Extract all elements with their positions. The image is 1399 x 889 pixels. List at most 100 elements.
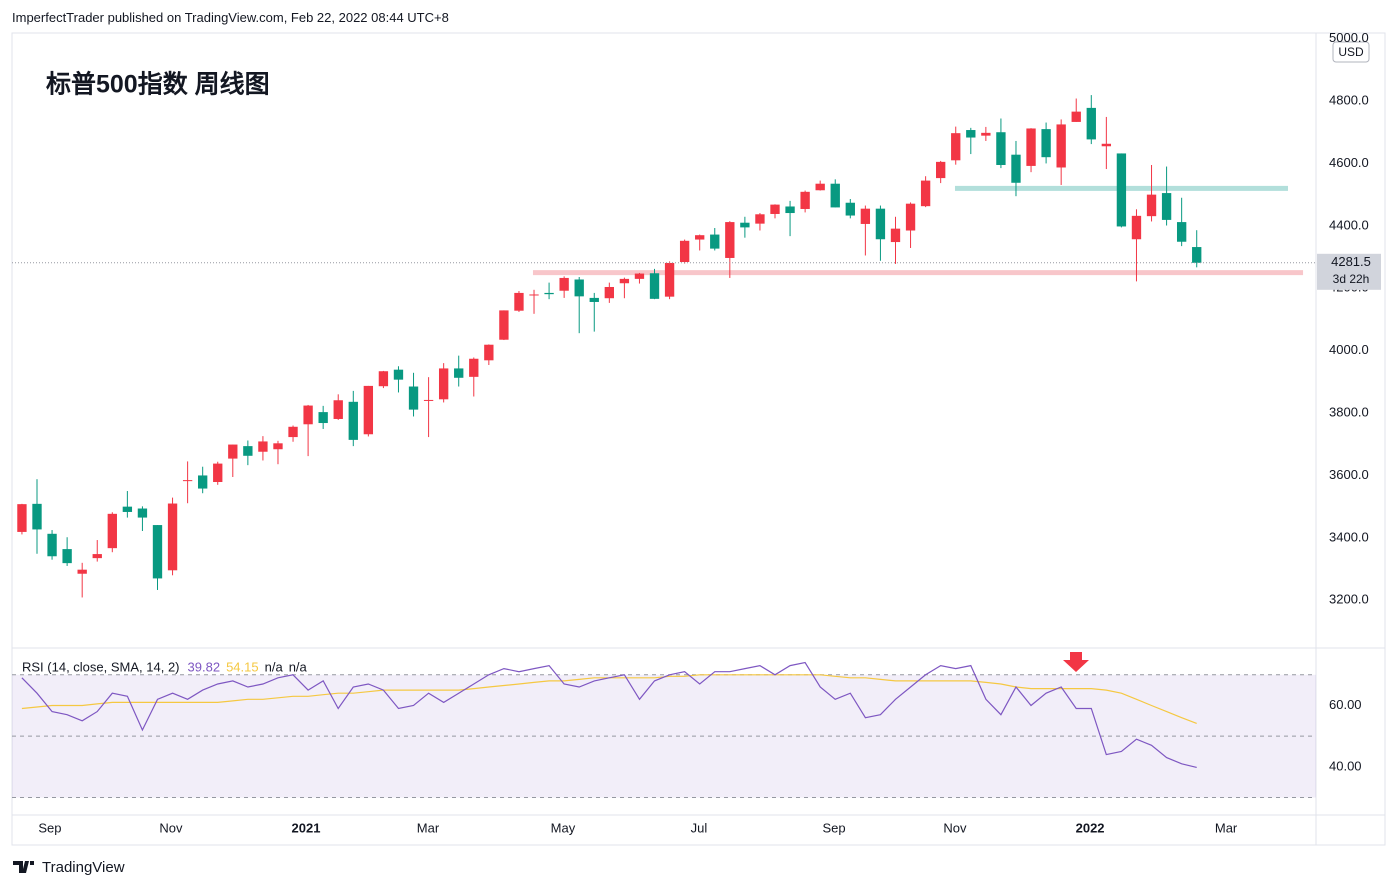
candle-body — [243, 446, 253, 456]
legend-value: 39.82 — [188, 659, 221, 674]
candle-body — [228, 444, 238, 459]
x-tick-label: Nov — [159, 820, 183, 835]
x-tick-label: Nov — [943, 820, 967, 835]
candle-body — [905, 203, 916, 231]
y-tick-label: 5000.0 — [1329, 30, 1369, 45]
candle-body — [1086, 107, 1096, 140]
candle-body — [1116, 153, 1127, 227]
candle-body — [348, 401, 358, 440]
y-tick-label: 4600.0 — [1329, 155, 1369, 170]
candle-body — [544, 292, 554, 295]
candle-body — [1071, 111, 1081, 122]
candle-body — [634, 273, 645, 279]
legend-extra: n/a — [289, 659, 308, 674]
candle-body — [785, 206, 795, 214]
candle-body — [499, 310, 509, 340]
candle-body — [32, 503, 42, 530]
candle-body — [981, 132, 991, 136]
y-tick-label: 4000.0 — [1329, 342, 1369, 357]
candle-body — [951, 133, 961, 161]
rsi-legend: RSI (14, close, SMA, 14, 2) 39.82 54.15 n/… — [22, 659, 308, 674]
candle-body — [167, 503, 178, 571]
candle-body — [966, 130, 976, 138]
x-tick-label: Mar — [1215, 820, 1238, 835]
candle-body — [920, 180, 931, 207]
candle-body — [423, 399, 434, 401]
candle-body — [408, 386, 419, 410]
rsi-label: RSI (14, close, SMA, 14, 2) — [22, 659, 180, 674]
candle-body — [875, 208, 886, 240]
candle-body — [137, 508, 148, 518]
candle-body — [47, 533, 57, 557]
candle-body — [1056, 124, 1066, 168]
candle-body — [288, 426, 298, 438]
candle-body — [770, 204, 780, 214]
candle-body — [1146, 194, 1157, 217]
candle-body — [710, 234, 720, 249]
y-tick-label: 4800.0 — [1329, 92, 1369, 107]
candle-body — [77, 569, 87, 574]
candle-body — [378, 371, 389, 387]
x-tick-label: Sep — [38, 820, 61, 835]
x-tick-label: Jul — [691, 820, 708, 835]
candle-body — [107, 513, 117, 549]
rsi-line — [21, 661, 1197, 768]
candle-body — [679, 240, 690, 263]
candle-body — [333, 400, 343, 419]
candle-body — [740, 222, 750, 228]
candle-body — [1176, 222, 1187, 242]
candle-body — [484, 344, 494, 361]
candle-body — [1101, 143, 1112, 147]
candle-body — [213, 463, 223, 483]
legend-value: 54.15 — [226, 659, 259, 674]
candle-body — [830, 183, 840, 208]
y-tick-label: 3200.0 — [1329, 592, 1369, 607]
candle-body — [1026, 128, 1036, 166]
candle-body — [529, 294, 539, 296]
countdown: 3d 22h — [1333, 272, 1370, 286]
footer: TradingView — [42, 859, 125, 876]
frame — [11, 32, 1386, 846]
chart-title: 标普500指数 周线图 — [46, 70, 270, 99]
x-tick-label: 2021 — [292, 820, 321, 835]
last-price-box — [1317, 253, 1381, 290]
candle-body — [454, 368, 464, 378]
candle-body — [363, 385, 374, 435]
candle-body — [303, 405, 313, 425]
candle-body — [1192, 247, 1202, 263]
candle-body — [574, 279, 584, 297]
candle-body — [725, 222, 735, 258]
x-tick-label: Mar — [417, 820, 440, 835]
level-line — [532, 270, 1304, 276]
candle-body — [318, 412, 328, 424]
x-tick-label: 2022 — [1076, 820, 1105, 835]
candle-body — [62, 549, 72, 564]
candle-body — [514, 292, 524, 311]
y-tick-label: 40.00 — [1329, 758, 1362, 773]
last-price-label: 4281.5 — [1331, 254, 1371, 269]
y-tick-label: 3400.0 — [1329, 529, 1369, 544]
footer-logo: TradingView — [13, 859, 125, 876]
candle-body — [152, 525, 163, 579]
candle-body — [1161, 193, 1172, 220]
candle-body — [273, 443, 283, 450]
candle-body — [438, 368, 449, 400]
candle-body — [649, 273, 660, 299]
legend-extra: n/a — [265, 659, 284, 674]
candle-body — [755, 214, 765, 224]
candle-body — [936, 161, 946, 179]
candle-body — [845, 202, 855, 216]
y-tick-label: 4400.0 — [1329, 217, 1369, 232]
candle-body — [1011, 154, 1021, 183]
candle-body — [604, 286, 614, 299]
candle-body — [860, 208, 871, 224]
x-tick-label: May — [551, 820, 576, 835]
candle-body — [182, 480, 193, 482]
x-tick-label: Sep — [822, 820, 845, 835]
y-tick-label: 3600.0 — [1329, 467, 1369, 482]
candle-body — [1131, 215, 1142, 240]
candle-body — [17, 504, 27, 532]
candle-body — [800, 191, 810, 209]
